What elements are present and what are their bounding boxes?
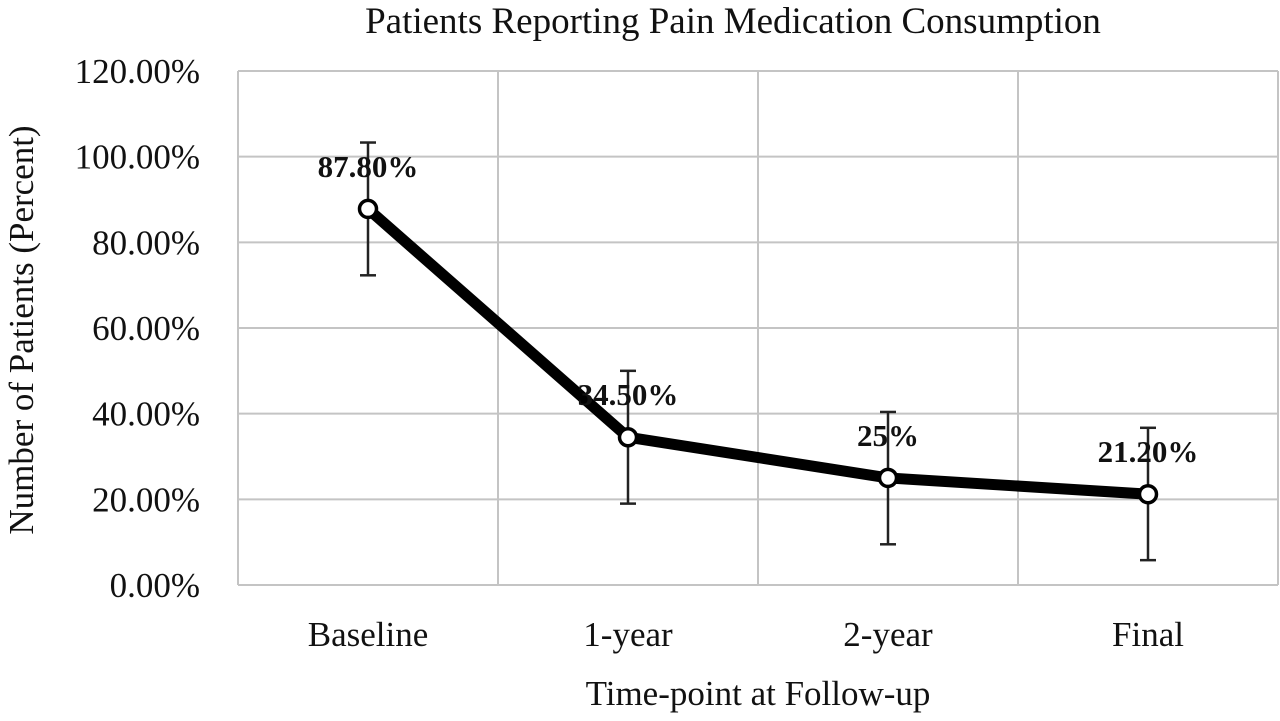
data-point — [877, 467, 899, 489]
x-tick-label: Baseline — [308, 615, 429, 654]
series-layer: 87.80% 34.50% 25% 21.20% — [318, 141, 1199, 562]
y-tick-label: 0.00% — [110, 566, 200, 605]
gridlines — [237, 70, 1279, 586]
data-point — [617, 426, 639, 448]
data-point — [1137, 483, 1159, 505]
y-tick-label: 40.00% — [92, 395, 200, 434]
data-label: 25% — [857, 418, 919, 453]
y-axis-title: Number of Patients (Percent) — [2, 125, 41, 534]
y-axis-tick-labels: 0.00% 20.00% 40.00% 60.00% 80.00% 100.00% 120.… — [75, 52, 200, 605]
x-tick-label: 1-year — [583, 615, 673, 654]
data-label: 87.80% — [318, 149, 419, 184]
data-point — [357, 198, 379, 220]
x-tick-label: Final — [1112, 615, 1184, 654]
data-label: 34.50% — [578, 377, 679, 412]
series-line — [362, 203, 1154, 500]
y-tick-label: 60.00% — [92, 309, 200, 348]
y-tick-label: 120.00% — [75, 52, 200, 91]
x-tick-label: 2-year — [843, 615, 933, 654]
x-axis-title: Time-point at Follow-up — [586, 674, 931, 713]
x-axis-tick-labels: Baseline 1-year 2-year Final — [308, 615, 1185, 654]
y-tick-label: 20.00% — [92, 480, 200, 519]
y-tick-label: 80.00% — [92, 223, 200, 262]
data-label: 21.20% — [1098, 434, 1199, 469]
chart-title: Patients Reporting Pain Medication Consu… — [365, 1, 1101, 42]
y-tick-label: 100.00% — [75, 138, 200, 177]
